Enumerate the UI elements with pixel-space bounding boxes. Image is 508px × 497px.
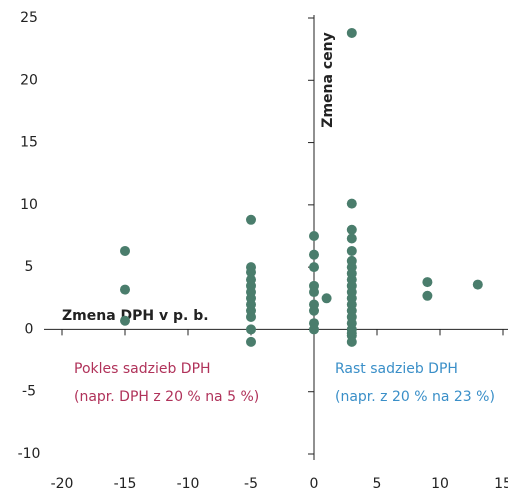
point: [309, 324, 319, 335]
x-tick-label: 5: [373, 476, 382, 492]
point: [246, 311, 256, 322]
point: [321, 293, 332, 304]
point: [346, 224, 357, 235]
point: [120, 245, 130, 256]
point: [346, 336, 357, 347]
x-axis-label: Zmena DPH v p. b.: [62, 308, 209, 324]
x-tick-label: 0: [310, 476, 319, 492]
point: [472, 279, 483, 290]
point: [422, 277, 433, 288]
point: [246, 324, 256, 335]
point: [309, 249, 319, 260]
point: [309, 262, 319, 273]
x-tick-label: -15: [114, 476, 137, 492]
x-tick-label: -10: [177, 476, 200, 492]
annotation: Pokles sadzieb DPH: [74, 361, 211, 377]
point: [346, 233, 357, 244]
x-tick-label: -20: [51, 476, 74, 492]
y-tick-label: 10: [20, 197, 38, 213]
point: [246, 267, 256, 278]
point: [309, 287, 319, 298]
y-axis-label: Zmena ceny: [320, 32, 336, 127]
annotation: (napr. DPH z 20 % na 5 %): [74, 389, 259, 405]
x-tick-label: 15: [494, 476, 508, 492]
y-tick-label: 25: [20, 10, 38, 26]
y-tick-label: 0: [25, 321, 34, 337]
point: [120, 284, 130, 295]
annotation: (napr. z 20 % na 23 %): [335, 389, 495, 405]
point: [309, 231, 319, 241]
point: [120, 315, 130, 326]
point: [346, 245, 357, 256]
y-tick-label: 20: [20, 72, 38, 88]
x-tick-label: 10: [431, 476, 449, 492]
annotation: Rast sadzieb DPH: [335, 361, 458, 377]
point: [346, 328, 357, 339]
x-tick-label: -5: [244, 476, 258, 492]
y-tick-label: 15: [20, 135, 38, 151]
point: [346, 198, 357, 209]
point: [309, 305, 319, 316]
point: [346, 27, 357, 38]
y-tick-label: -5: [22, 384, 36, 400]
y-tick-label: 5: [25, 259, 34, 275]
y-tick-label: -10: [18, 446, 41, 462]
point: [246, 214, 256, 225]
point: [422, 290, 433, 301]
point: [246, 336, 256, 347]
